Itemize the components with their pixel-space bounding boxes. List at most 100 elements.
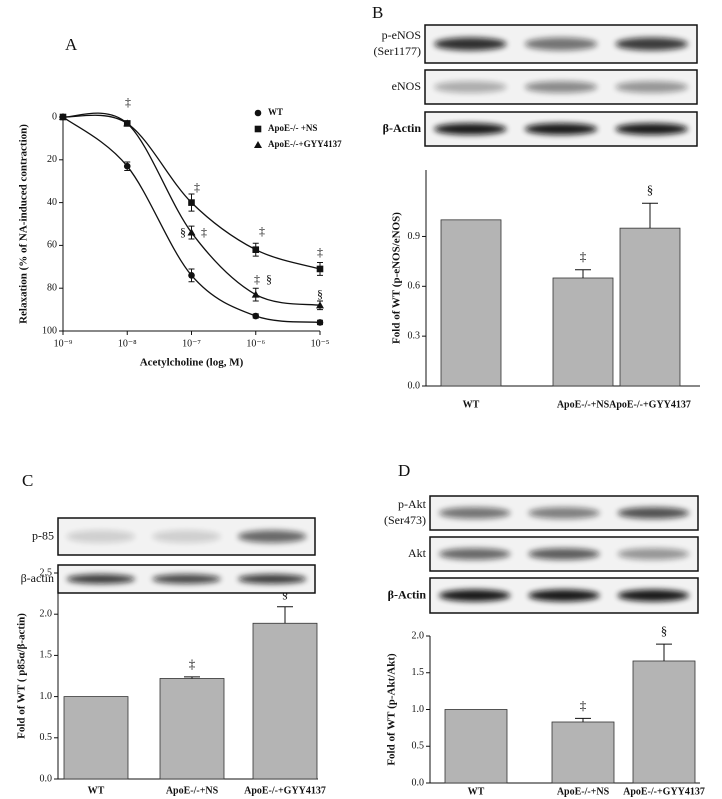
legend-label: WT xyxy=(268,107,283,117)
annotation: § xyxy=(661,623,668,638)
bar xyxy=(632,660,696,784)
x-tick-label: 10⁻⁸ xyxy=(118,338,137,349)
x-tick-label: WT xyxy=(88,785,105,796)
x-tick-label: WT xyxy=(468,786,485,797)
blot-label: eNOS xyxy=(392,79,421,93)
annotation: ‡ xyxy=(580,249,587,264)
series-line xyxy=(62,116,321,324)
blot-band xyxy=(434,37,507,51)
annotation: ‡ xyxy=(194,180,200,194)
x-tick-label: WT xyxy=(463,399,480,410)
y-tick-label: 0.5 xyxy=(40,732,53,743)
y-tick-label: 0.3 xyxy=(408,330,421,341)
y-tick-label: 0.0 xyxy=(412,777,425,788)
x-tick-label: ApoE-/-+NS xyxy=(557,399,610,410)
blot-label: β-Actin xyxy=(388,587,427,601)
x-tick-label: 10⁻⁷ xyxy=(182,338,201,349)
annotation: ‡ xyxy=(189,656,196,671)
annotation: ‡ xyxy=(201,225,207,239)
y-tick-label: 100 xyxy=(42,325,57,336)
y-tick-label: 0.0 xyxy=(40,773,53,784)
blot-band xyxy=(528,548,600,560)
error-bar xyxy=(575,717,591,722)
blot-band xyxy=(434,123,507,135)
bar xyxy=(551,721,615,784)
marker xyxy=(252,246,260,253)
blot-sublabel: (Ser473) xyxy=(384,513,426,527)
legend-marker xyxy=(254,141,262,148)
y-tick-label: 1.0 xyxy=(40,691,53,702)
panel-letter: A xyxy=(65,35,78,54)
bar xyxy=(440,219,502,387)
y-tick-label: 0.9 xyxy=(408,231,421,242)
error-bar xyxy=(656,643,672,661)
marker xyxy=(252,312,260,320)
blot-label: p-85 xyxy=(32,528,54,542)
blot-band xyxy=(438,507,511,519)
annotation: ‡ xyxy=(254,272,260,286)
blot-band xyxy=(528,507,600,519)
y-tick-label: 0.5 xyxy=(412,741,425,752)
blot-label: p-eNOS xyxy=(382,28,421,42)
y-axis-label: Fold of WT ( p85α/β-actin) xyxy=(16,613,28,739)
annotation: § xyxy=(317,287,323,301)
blot-band xyxy=(524,81,598,93)
bar xyxy=(619,227,681,387)
blot-band xyxy=(615,37,688,51)
blot-label: β-Actin xyxy=(383,121,422,135)
bar xyxy=(159,678,225,780)
annotation: ‡ xyxy=(259,224,265,238)
y-tick-label: 0.0 xyxy=(408,380,421,391)
blot-band xyxy=(617,507,690,519)
y-tick-label: 2.0 xyxy=(412,630,425,641)
marker xyxy=(188,272,195,279)
blot-band xyxy=(66,574,136,584)
y-tick-label: 40 xyxy=(47,197,57,208)
blot-band xyxy=(152,530,221,543)
blot-band xyxy=(617,548,690,560)
blot-band xyxy=(524,123,598,135)
bar xyxy=(444,709,508,784)
x-tick-label: 10⁻⁹ xyxy=(54,338,73,349)
annotation: § xyxy=(647,182,654,197)
y-tick-label: 60 xyxy=(47,240,57,251)
y-tick-label: 0.6 xyxy=(408,281,421,292)
y-tick-label: 20 xyxy=(47,154,57,165)
blot-label: β-actin xyxy=(21,571,54,585)
blot-band xyxy=(152,574,221,584)
y-tick-label: 80 xyxy=(47,282,57,293)
blot-band xyxy=(237,530,307,543)
blot-band xyxy=(66,530,136,543)
blot-band xyxy=(434,81,507,93)
y-axis-label: Relaxation (% of NA-induced contraction) xyxy=(18,124,30,324)
legend-marker xyxy=(254,125,262,133)
blot-band xyxy=(524,37,598,51)
legend-marker xyxy=(254,109,262,117)
annotation: § xyxy=(266,272,272,286)
x-tick-label: ApoE-/-+NS xyxy=(166,785,219,796)
blot-band xyxy=(237,574,307,584)
marker xyxy=(316,301,324,309)
error-bar xyxy=(575,269,591,278)
blot-band xyxy=(528,589,600,602)
y-tick-label: 1.5 xyxy=(412,667,425,678)
x-tick-label: ApoE-/-+GYY4137 xyxy=(609,399,691,410)
blot-sublabel: (Ser1177) xyxy=(373,44,421,58)
bar xyxy=(552,277,614,387)
y-tick-label: 2.0 xyxy=(40,608,53,619)
blot-band xyxy=(438,589,511,602)
annotation: § xyxy=(180,225,186,239)
blot-band xyxy=(617,589,690,602)
y-tick-label: 1.0 xyxy=(412,704,425,715)
y-tick-label: 0 xyxy=(52,111,57,122)
blot-band xyxy=(615,123,688,135)
x-tick-label: ApoE-/-+GYY4137 xyxy=(623,786,705,797)
marker xyxy=(316,319,324,326)
blot-label: p-Akt xyxy=(398,497,427,511)
error-bar xyxy=(642,202,658,229)
panel-letter: D xyxy=(398,461,410,480)
y-tick-label: 1.5 xyxy=(40,650,53,661)
blot-band xyxy=(615,81,688,93)
marker xyxy=(251,290,260,298)
